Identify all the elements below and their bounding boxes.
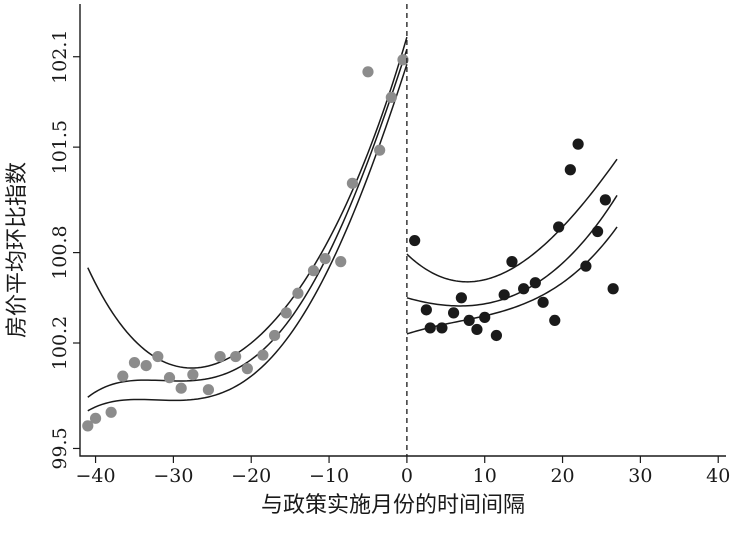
y-tick-label: 100.2: [49, 316, 71, 370]
point-after-policy: [409, 234, 421, 247]
x-tick-label: 40: [706, 465, 730, 487]
x-tick-label: 30: [628, 465, 652, 487]
point-before-policy: [385, 91, 397, 104]
point-before-policy: [128, 356, 141, 369]
point-after-policy: [490, 329, 502, 342]
point-before-policy: [307, 265, 320, 277]
point-before-policy: [280, 307, 292, 319]
point-after-policy: [498, 289, 510, 301]
point-before-policy: [230, 350, 242, 363]
point-before-policy: [257, 349, 269, 361]
x-tick-label: −20: [231, 465, 271, 487]
point-before-policy: [89, 412, 102, 424]
point-after-policy: [420, 304, 432, 316]
point-before-policy: [268, 329, 281, 342]
point-after-policy: [607, 283, 619, 295]
fit-curve-after-center: [406, 194, 618, 307]
point-after-policy: [591, 225, 604, 238]
point-after-policy: [599, 194, 611, 206]
point-after-policy: [564, 164, 576, 176]
point-before-policy: [335, 256, 347, 268]
point-before-policy: [175, 382, 187, 394]
x-tick-label: 10: [473, 465, 497, 487]
point-after-policy: [463, 314, 475, 326]
fit-curve-before-lower: [87, 64, 408, 412]
x-tick-label: −40: [76, 465, 116, 487]
fit-curve-after-lower: [406, 226, 618, 335]
x-tick-label: 20: [550, 465, 574, 487]
y-tick-label: 99.5: [49, 427, 71, 469]
point-before-policy: [82, 420, 94, 432]
point-after-policy: [553, 221, 565, 233]
point-after-policy: [424, 322, 436, 334]
y-axis-title: 房价平均环比指数: [5, 162, 30, 338]
x-tick-label: −10: [309, 465, 349, 487]
point-before-policy: [397, 54, 409, 66]
y-axis-ticks: 99.5 100.2 100.8 101.5 102.1: [49, 30, 80, 470]
x-tick-label: 0: [401, 465, 413, 487]
point-after-policy: [436, 322, 448, 334]
point-after-policy: [518, 283, 530, 295]
point-before-policy: [214, 350, 226, 363]
point-before-policy: [140, 360, 152, 372]
fit-curve-before-upper: [87, 48, 408, 398]
point-before-policy: [319, 253, 331, 265]
x-axis-ticks: −40 −30 −20 −10 0 10 20 30 40: [76, 456, 730, 487]
fit-curve-after-upper: [406, 158, 618, 283]
point-before-policy: [117, 370, 129, 382]
axes: −40 −30 −20 −10 0 10 20 30 40 99.5 100.2 100.8 101.…: [5, 4, 730, 518]
point-before-policy: [362, 66, 374, 78]
y-tick-label: 102.1: [49, 30, 71, 84]
point-before-policy: [152, 350, 164, 363]
point-after-policy: [479, 311, 491, 323]
point-before-policy: [163, 372, 176, 384]
point-after-policy: [537, 296, 549, 308]
point-before-policy: [346, 177, 359, 189]
point-after-policy: [529, 277, 541, 289]
point-before-policy: [292, 287, 304, 299]
point-before-policy: [202, 384, 215, 396]
data-points: [82, 54, 619, 432]
point-after-policy: [471, 323, 483, 336]
point-after-policy: [447, 307, 460, 319]
point-before-policy: [374, 144, 386, 156]
x-axis-title: 与政策实施月份的时间间隔: [261, 493, 525, 518]
fit-curve-before-center: [87, 36, 408, 369]
point-after-policy: [549, 314, 561, 326]
y-tick-label: 101.5: [49, 120, 71, 174]
fit-curves: [87, 36, 618, 412]
y-tick-label: 100.8: [49, 225, 71, 279]
axis-frame: [79, 4, 726, 457]
point-after-policy: [580, 260, 592, 272]
point-before-policy: [187, 369, 199, 381]
point-after-policy: [572, 138, 584, 150]
point-after-policy: [506, 256, 518, 268]
point-before-policy: [105, 406, 117, 418]
point-after-policy: [455, 292, 467, 304]
x-tick-label: −30: [153, 465, 193, 487]
point-before-policy: [241, 363, 253, 375]
